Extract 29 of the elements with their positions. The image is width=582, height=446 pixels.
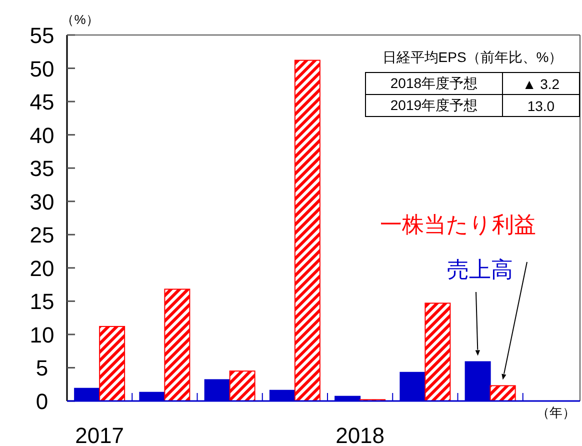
text: 一株当たり利益: [380, 212, 536, 237]
annotation: 13.0: [502, 94, 580, 116]
y-tick-label: 10: [30, 322, 54, 348]
x-tick-label: 2018: [336, 423, 385, 446]
annotation: 2018年度予想: [366, 72, 502, 94]
y-tick-label: 25: [30, 222, 54, 248]
y-tick-label: 30: [30, 189, 54, 214]
bar: [99, 326, 126, 402]
x-axis-title: （年）: [536, 405, 576, 420]
y-tick-label: 0: [36, 389, 48, 414]
bar: [424, 302, 451, 402]
bar: [490, 385, 516, 402]
y-tick-label: 45: [30, 90, 54, 115]
y-tick-label: 35: [30, 156, 54, 182]
annotation: ▲ 3.2: [502, 72, 580, 94]
bar: [294, 60, 320, 402]
annotation: 日経平均EPS（前年比、%）: [382, 49, 563, 65]
y-tick-label: 40: [30, 122, 54, 148]
y-tick-label: 15: [30, 289, 54, 314]
y-tick-label: 55: [30, 23, 54, 48]
bar: [229, 370, 256, 402]
y-axis-title: （%）: [61, 12, 99, 27]
y-tick-label: 5: [36, 356, 48, 381]
annotation: 2019年度予想: [366, 94, 502, 116]
y-tick-label: 20: [30, 256, 54, 281]
bar: [164, 288, 190, 402]
text: 売上高: [447, 257, 513, 282]
y-tick-label: 50: [30, 56, 54, 82]
x-tick-label: 2017: [75, 423, 124, 446]
